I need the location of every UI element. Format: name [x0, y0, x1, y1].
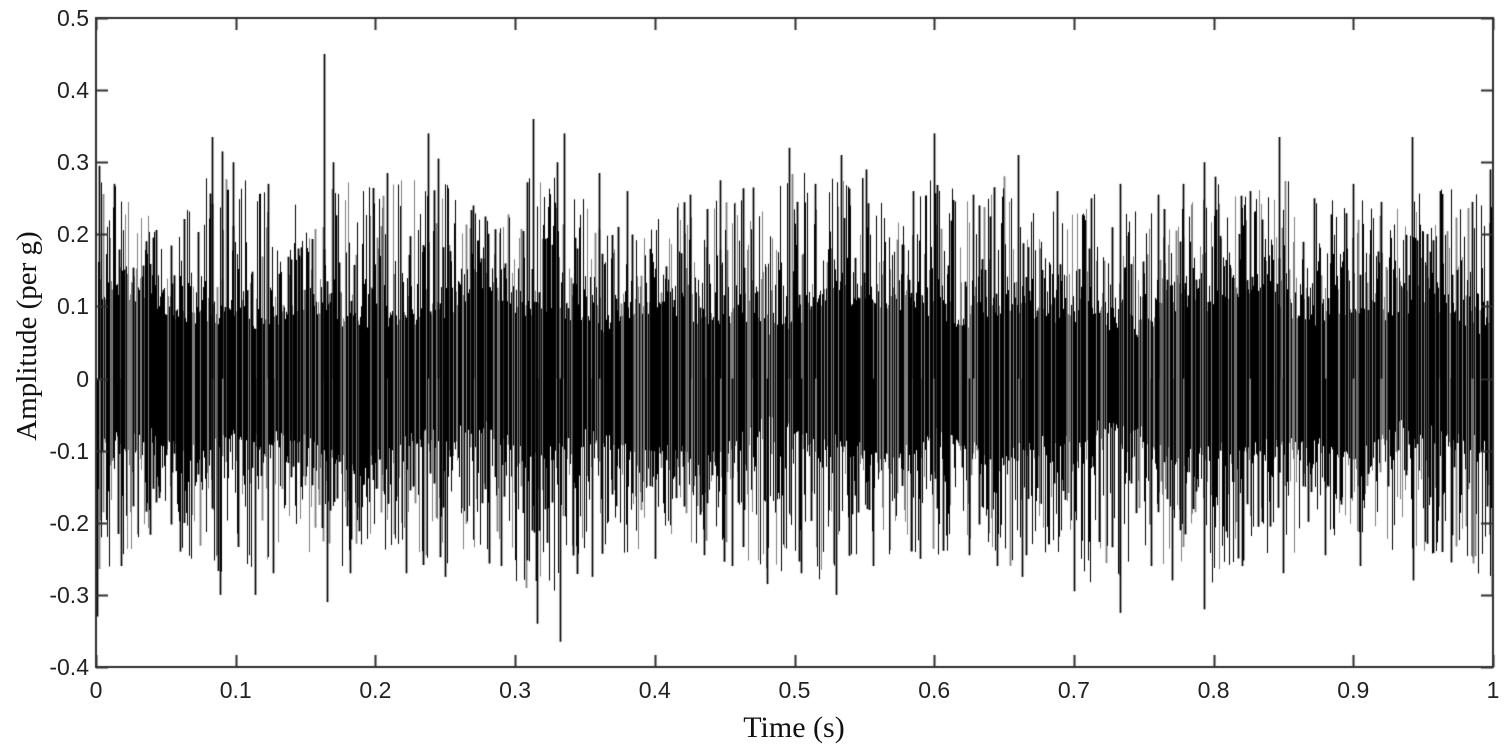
y-tick-label: 0.1	[57, 293, 89, 320]
y-tick-label: 0	[76, 365, 89, 392]
y-tick-label: -0.4	[49, 654, 89, 680]
x-tick-label: 0.3	[499, 677, 532, 703]
y-tick-label: -0.3	[49, 581, 89, 608]
x-axis-title: Time (s)	[743, 711, 845, 744]
y-tick-label: 0.3	[57, 149, 89, 176]
x-tick-label: 0.2	[359, 677, 392, 703]
x-tick-label: 0	[89, 677, 103, 703]
x-tick-label: 0.7	[1057, 677, 1090, 703]
x-tick-label: 0.5	[778, 677, 811, 703]
x-tick-label: 0.9	[1337, 677, 1370, 703]
y-tick-label: -0.1	[49, 437, 89, 464]
y-tick-label: 0.4	[57, 77, 89, 104]
y-tick-label: 0.2	[57, 221, 89, 248]
x-tick-label: 0.1	[219, 677, 252, 703]
x-tick-label: 1	[1486, 677, 1500, 703]
x-tick-label: 0.8	[1197, 677, 1230, 703]
y-tick-label: -0.2	[49, 509, 89, 536]
x-tick-label: 0.4	[638, 677, 671, 703]
y-axis-title: Amplitude (per g)	[11, 231, 43, 441]
x-tick-label: 0.6	[918, 677, 951, 703]
y-tick-label: 0.5	[57, 5, 89, 31]
